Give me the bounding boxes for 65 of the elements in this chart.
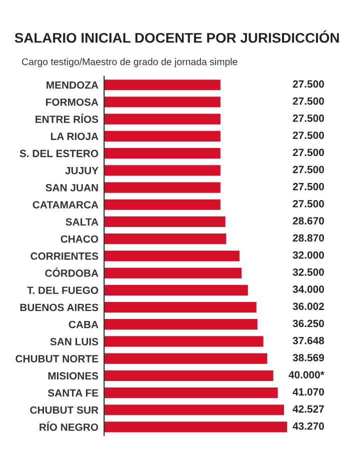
data-label: 34.000: [292, 286, 324, 293]
data-label: 43.270: [292, 422, 324, 430]
y-tick-label: SAN JUAN: [46, 184, 98, 192]
y-tick-label: CHUBUT NORTE: [16, 355, 98, 362]
y-tick-label: RÍO NEGRO: [40, 422, 98, 431]
data-label: 32.000: [292, 251, 324, 259]
data-label: 36.002: [292, 302, 324, 310]
bar: [104, 319, 258, 330]
data-label: 41.070: [292, 388, 324, 396]
bar: [104, 268, 242, 278]
y-tick-label: CÓRDOBA: [45, 268, 98, 277]
y-tick-label: MENDOZA: [46, 81, 98, 89]
y-tick-label: FORMOSA: [46, 98, 98, 106]
data-label: 37.648: [292, 336, 324, 344]
y-tick-label: SALTA: [66, 218, 98, 226]
data-label: 28.670: [292, 217, 324, 225]
y-tick-label: T. DEL FUEGO: [27, 286, 98, 294]
data-label: 27.500: [292, 182, 324, 190]
y-tick-label: CHUBUT SUR: [30, 406, 98, 414]
bar: [104, 404, 284, 416]
bar: [104, 148, 220, 159]
data-label: 38.569: [292, 354, 324, 362]
y-tick-label: JUJUY: [65, 167, 98, 174]
y-tick-label: CABA: [68, 320, 98, 328]
data-label: 42.527: [292, 405, 324, 413]
bar: [104, 250, 240, 262]
bar: [104, 80, 220, 90]
data-label: 27.500: [292, 166, 324, 174]
bar: [104, 165, 220, 176]
bar: [104, 422, 288, 432]
data-label: 27.500: [292, 97, 324, 105]
data-label: 36.250: [292, 320, 324, 328]
bar: [104, 182, 220, 193]
bar: [104, 199, 220, 210]
y-tick-label: SAN LUIS: [50, 338, 98, 346]
y-tick-label: MISIONES: [48, 372, 98, 380]
bar: [104, 284, 248, 296]
y-tick-label: SANTA FE: [48, 389, 98, 397]
bar: [104, 216, 226, 228]
bar: [104, 387, 278, 398]
bar: [104, 353, 268, 364]
bar: [104, 234, 226, 244]
bar: [104, 96, 220, 108]
bar: [104, 370, 274, 381]
chart-subtitle: Cargo testigo/Maestro de grado de jornada simple: [22, 58, 238, 68]
bar: [104, 130, 220, 142]
y-tick-label: CHACO: [60, 235, 98, 243]
y-tick-label: LA RIOJA: [51, 132, 98, 140]
data-label: 27.500: [292, 114, 324, 122]
data-label: 27.500: [292, 148, 324, 156]
data-label: 27.500: [292, 200, 324, 208]
data-label: 27.500: [292, 80, 324, 88]
y-tick-label: ENTRE RÍOS: [36, 114, 98, 123]
data-label: 28.870: [292, 234, 324, 242]
data-label: 32.500: [292, 268, 324, 276]
bar: [104, 302, 256, 313]
bar: [104, 114, 220, 124]
y-tick-label: CORRIENTES: [30, 252, 98, 260]
chart-title: SALARIO INICIAL DOCENTE POR JURISDICCIÓN: [14, 30, 339, 43]
data-label: 40.000*: [288, 371, 324, 378]
y-tick-label: S. DEL ESTERO: [20, 150, 98, 158]
bar: [104, 336, 264, 347]
data-label: 27.500: [292, 132, 324, 139]
y-tick-label: CATAMARCA: [32, 201, 98, 208]
y-tick-label: BUENOS AIRES: [20, 304, 98, 312]
